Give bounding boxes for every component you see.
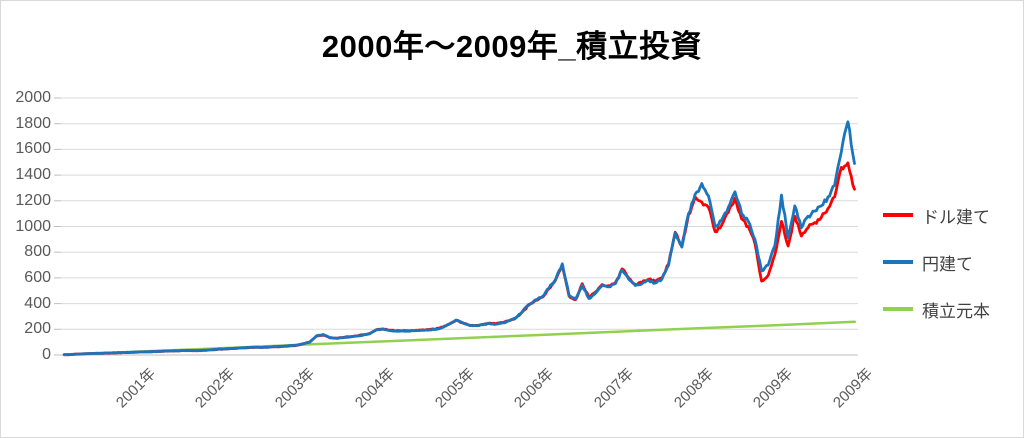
legend-swatch-principal <box>883 307 913 311</box>
y-axis-label: 1400 <box>15 166 51 184</box>
legend-swatch-jpy <box>883 260 913 264</box>
y-axis-label: 200 <box>24 320 51 338</box>
y-axis-label: 1200 <box>15 191 51 209</box>
y-axis-label: 2000 <box>15 89 51 106</box>
y-axis-label: 600 <box>24 268 51 286</box>
y-axis-label: 800 <box>24 243 51 261</box>
legend-item-jpy: 円建て <box>883 250 990 274</box>
legend-item-principal: 積立元本 <box>883 297 990 321</box>
y-axis-label: 1800 <box>15 114 51 132</box>
y-axis-label: 0 <box>42 346 51 363</box>
legend-label-jpy: 円建て <box>922 254 973 274</box>
y-axis-label: 1600 <box>15 140 51 158</box>
legend-item-usd: ドル建て <box>883 203 990 227</box>
legend-label-usd: ドル建て <box>922 207 990 227</box>
chart-title: 2000年～2009年_積立投資 <box>321 29 703 64</box>
chart-legend: ドル建て円建て積立元本 <box>883 203 990 344</box>
y-axis-label: 1000 <box>15 217 51 235</box>
y-axis-label: 400 <box>24 294 51 312</box>
legend-swatch-usd <box>883 213 913 217</box>
legend-label-principal: 積立元本 <box>922 301 990 321</box>
series-line-jpy <box>62 120 856 357</box>
